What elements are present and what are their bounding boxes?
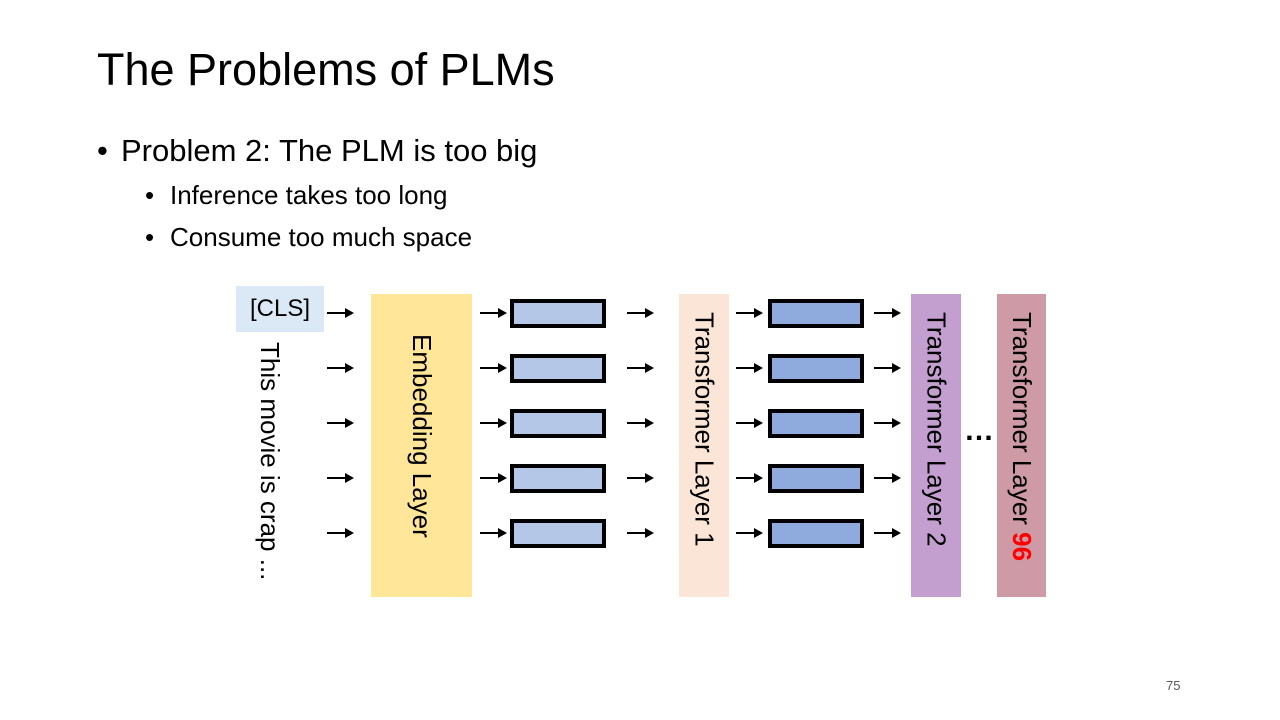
hidden-vector — [768, 519, 864, 548]
bullet-text: Consume too much space — [170, 222, 473, 252]
arrow-icon — [327, 418, 354, 428]
embedding-vector — [510, 409, 606, 438]
transformer-layer-2: Transformer Layer 2 — [911, 294, 961, 597]
transformer-layer-1-label: Transformer Layer 1 — [689, 312, 720, 547]
embedding-layer-label: Embedding Layer — [407, 334, 437, 538]
embedding-vector — [510, 464, 606, 493]
hidden-vector — [768, 409, 864, 438]
arrow-icon — [874, 308, 901, 318]
transformer-layer-1: Transformer Layer 1 — [679, 294, 729, 597]
transformer-layer-96-prefix: Transformer Layer — [1007, 312, 1037, 533]
bullet-problem-2: • Problem 2: The PLM is too big — [97, 133, 537, 169]
transformer-layer-2-label: Transformer Layer 2 — [921, 312, 952, 547]
arrow-icon — [480, 418, 507, 428]
arrow-icon — [874, 418, 901, 428]
cls-token-box: [CLS] — [236, 286, 324, 332]
slide-title: The Problems of PLMs — [97, 44, 555, 95]
arrow-icon — [327, 528, 354, 538]
arrow-icon — [480, 473, 507, 483]
sub-bullet-inference: • Inference takes too long — [145, 180, 448, 211]
arrow-icon — [736, 473, 763, 483]
arrow-icon — [736, 418, 763, 428]
bullet-dot: • — [145, 180, 155, 210]
arrow-icon — [627, 308, 654, 318]
embedding-vector — [510, 354, 606, 383]
arrow-icon — [874, 473, 901, 483]
arrow-icon — [480, 528, 507, 538]
page-number: 75 — [1166, 678, 1181, 693]
arrow-icon — [327, 363, 354, 373]
hidden-vector — [768, 354, 864, 383]
bullet-dot: • — [97, 133, 108, 168]
arrow-icon — [480, 363, 507, 373]
layer-count-number: 96 — [1007, 532, 1037, 562]
arrow-icon — [327, 308, 354, 318]
hidden-vector — [768, 464, 864, 493]
layers-ellipsis: … — [964, 414, 995, 447]
arrow-icon — [874, 363, 901, 373]
transformer-layer-96: Transformer Layer 96 — [997, 294, 1046, 597]
embedding-layer: Embedding Layer — [371, 294, 472, 597]
arrow-icon — [874, 528, 901, 538]
arrow-icon — [736, 528, 763, 538]
embedding-vector — [510, 519, 606, 548]
input-sentence: This movie is crap ... — [255, 342, 285, 581]
arrow-icon — [627, 363, 654, 373]
arrow-icon — [327, 473, 354, 483]
arrow-icon — [627, 473, 654, 483]
bullet-dot: • — [145, 222, 155, 252]
arrow-icon — [736, 308, 763, 318]
bullet-text: Inference takes too long — [170, 180, 448, 210]
arrow-icon — [627, 418, 654, 428]
sub-bullet-space: • Consume too much space — [145, 222, 472, 253]
transformer-layer-96-label: Transformer Layer 96 — [1006, 294, 1037, 561]
arrow-icon — [480, 308, 507, 318]
embedding-vector — [510, 299, 606, 328]
hidden-vector — [768, 299, 864, 328]
bullet-text: Problem 2: The PLM is too big — [121, 133, 538, 168]
arrow-icon — [627, 528, 654, 538]
arrow-icon — [736, 363, 763, 373]
